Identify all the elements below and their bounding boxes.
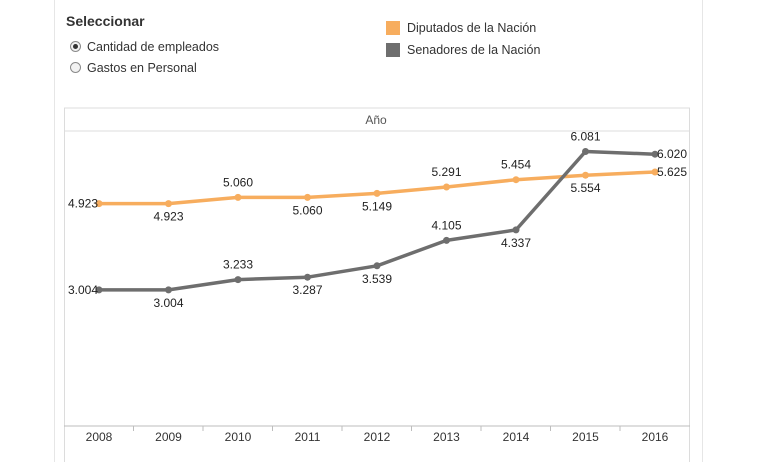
data-label-diputados-2013: 5.291 — [431, 165, 461, 179]
data-label-diputados-2009: 4.923 — [153, 210, 183, 224]
data-point-senadores-2009 — [165, 286, 172, 294]
data-point-diputados-2015 — [582, 171, 589, 179]
data-label-diputados-2011: 5.060 — [292, 203, 322, 217]
data-point-diputados-2009 — [165, 200, 172, 208]
x-tick-label-2015: 2015 — [572, 430, 599, 444]
x-tick-label-2009: 2009 — [155, 430, 182, 444]
data-point-senadores-2015 — [582, 148, 589, 155]
legend-label-diputados: Diputados de la Nación — [407, 21, 537, 35]
legend-swatch-diputados — [386, 21, 400, 35]
radio-label-cantidad-empleados: Cantidad de empleados — [87, 39, 220, 54]
data-point-diputados-2011 — [304, 193, 311, 201]
legend-swatch-senadores — [386, 43, 400, 57]
x-tick-label-2013: 2013 — [433, 430, 460, 444]
data-point-diputados-2008 — [95, 200, 103, 208]
data-label-senadores-2016: 6.020 — [657, 147, 687, 161]
selector-title: Seleccionar — [66, 13, 145, 29]
x-tick-label-2014: 2014 — [503, 430, 530, 444]
data-label-senadores-2011: 3.287 — [292, 283, 322, 297]
data-point-diputados-2010 — [234, 193, 242, 201]
radio-option-cantidad-empleados[interactable]: Cantidad de empleados — [66, 36, 219, 57]
data-label-senadores-2012: 3.539 — [362, 272, 392, 286]
data-point-diputados-2014 — [512, 176, 520, 184]
data-label-senadores-2015: 6.081 — [570, 130, 600, 144]
data-label-senadores-2009: 3.004 — [153, 296, 183, 310]
legend-label-senadores: Senadores de la Nación — [407, 43, 541, 57]
data-point-senadores-2013 — [443, 236, 450, 244]
radio-unchecked-icon[interactable] — [70, 62, 81, 73]
data-label-diputados-2015: 5.554 — [570, 181, 600, 195]
x-tick-label-2011: 2011 — [295, 430, 321, 444]
frame-right-border — [702, 0, 703, 462]
radio-option-gastos-personal[interactable]: Gastos en Personal — [66, 57, 219, 78]
measure-selector: Seleccionar Cantidad de empleados Gastos… — [66, 13, 219, 78]
data-point-senadores-2008 — [95, 286, 103, 294]
chart-frame — [64, 107, 690, 462]
data-point-diputados-2016 — [651, 168, 659, 176]
data-point-senadores-2010 — [234, 276, 242, 284]
x-axis: 2008 2009 2010 2011 2012 2013 2014 2015 2016 — [86, 426, 669, 444]
data-point-diputados-2012 — [373, 189, 381, 197]
data-label-diputados-2008: 4.923 — [68, 197, 98, 211]
data-label-senadores-2008: 3.004 — [68, 283, 98, 297]
data-label-diputados-2016: 5.625 — [657, 165, 687, 179]
radio-label-gastos-personal: Gastos en Personal — [87, 60, 197, 75]
chart-legend: Diputados de la Nación Senadores de la N… — [386, 17, 540, 61]
legend-item-diputados[interactable]: Diputados de la Nación — [386, 17, 540, 39]
data-labels: 4.923 4.923 5.060 5.060 5.149 5.291 5.454 5.554… — [68, 130, 687, 310]
data-point-senadores-2014 — [512, 226, 520, 234]
radio-checked-icon[interactable] — [70, 41, 81, 52]
data-point-senadores-2012 — [373, 262, 381, 270]
x-tick-label-2010: 2010 — [225, 430, 252, 444]
frame-left-border — [54, 0, 55, 462]
data-point-diputados-2013 — [443, 183, 450, 191]
data-point-senadores-2011 — [304, 273, 311, 281]
data-point-senadores-2016 — [651, 150, 659, 158]
data-label-senadores-2014: 4.337 — [501, 236, 531, 250]
x-tick-label-2016: 2016 — [642, 430, 669, 444]
legend-item-senadores[interactable]: Senadores de la Nación — [386, 39, 540, 61]
data-label-diputados-2014: 5.454 — [501, 158, 531, 172]
series-layer — [95, 148, 659, 294]
x-tick-label-2008: 2008 — [86, 430, 113, 444]
data-label-diputados-2012: 5.149 — [362, 199, 392, 213]
data-label-diputados-2010: 5.060 — [223, 175, 253, 189]
chart-title: Año — [365, 113, 387, 127]
data-label-senadores-2010: 3.233 — [223, 258, 253, 272]
x-tick-label-2012: 2012 — [364, 430, 391, 444]
data-label-senadores-2013: 4.105 — [431, 218, 461, 232]
